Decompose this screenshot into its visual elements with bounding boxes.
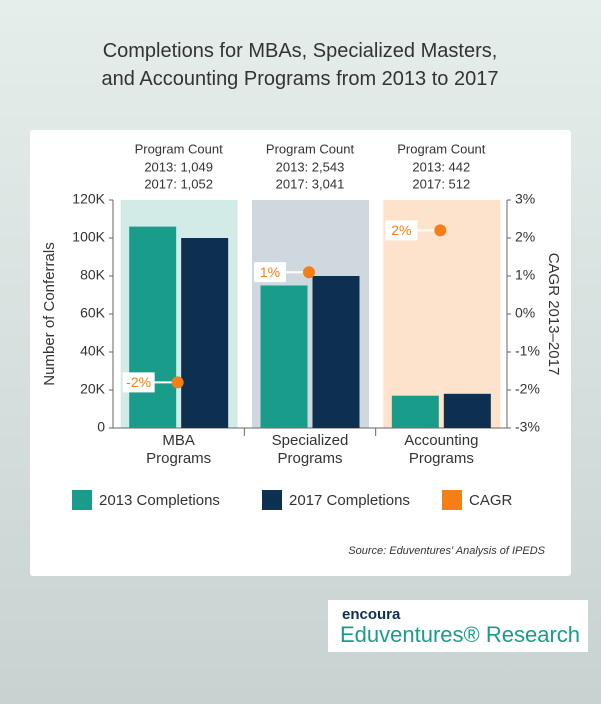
annotation-line: 2013: 2,543 [276,159,345,174]
annotation-title: Program Count [266,141,355,156]
value-label-box [122,372,155,393]
cagr-marker [171,376,184,389]
annotation-title: Program Count [397,141,486,156]
legend-label: 2013 Completions [99,492,220,509]
y2-tick-label: 2% [515,229,535,245]
y-tick-label: 80K [80,267,106,283]
annotation-line: 2013: 442 [412,159,470,174]
value-label: 1% [260,264,280,280]
y2-tick-label: 3% [515,191,535,207]
annotation-title: Program Count [135,141,224,156]
logo-box [328,600,588,652]
y2-tick-label: -3% [515,419,540,435]
x-tick-label: Specialized Programs [271,432,349,467]
brand: encoura [342,606,401,623]
y-tick-label: 60K [80,305,106,321]
y2-tick-label: -1% [515,343,540,359]
annotation-line: 2017: 512 [412,176,470,191]
y-tick-label: 0 [97,419,105,435]
y2-tick-label: 0% [515,305,535,321]
legend-swatch [72,490,92,510]
bar [181,238,229,428]
bar [129,226,177,428]
y-tick-label: 120K [72,191,105,207]
value-label: -2% [126,374,151,390]
value-label-box [254,262,286,283]
annotation-line: 2017: 3,041 [276,176,345,191]
cagr-marker [303,266,315,279]
y-tick-label: 100K [72,229,105,245]
legend-label: CAGR [469,492,513,509]
y2-tick-label: -2% [515,381,540,397]
y-tick-label: 20K [80,381,106,397]
value-label-box [385,220,418,241]
bar [443,393,491,428]
legend-swatch [442,490,462,510]
x-tick-label: Accounting Programs [404,432,479,467]
chart-title: Completions for MBAs, Specialized Master… [102,40,499,90]
annotation-line: 2013: 1,049 [144,159,213,174]
cagr-marker [434,224,447,237]
y-axis-label: Number of Conferrals [41,242,58,385]
bar [391,395,439,428]
brand-subtitle: Eduventures® Research [340,622,580,647]
annotation-line: 2017: 1,052 [144,176,213,191]
legend-label: 2017 Completions [289,492,410,509]
y2-axis-label: CAGR 2013–2017 [545,253,562,376]
y2-tick-label: 1% [515,267,535,283]
bar [312,276,360,428]
y-tick-label: 40K [80,343,106,359]
value-label: 2% [391,222,411,238]
source: Source: Eduventures' Analysis of IPEDS [348,545,545,557]
x-tick-label: MBA Programs [146,432,212,467]
legend-swatch [262,490,282,510]
bar [260,285,308,428]
